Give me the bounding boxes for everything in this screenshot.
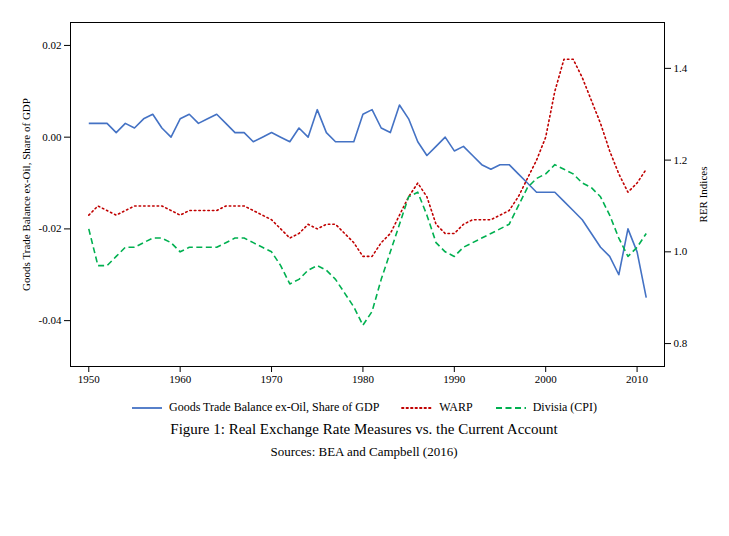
- svg-text:1990: 1990: [443, 373, 466, 385]
- svg-text:0.8: 0.8: [674, 337, 688, 349]
- svg-text:1.2: 1.2: [674, 154, 688, 166]
- html-text:Figure 1: Real Exchange Rate M: Figure 1: Real Exchange Rate Measures vs…: [170, 421, 558, 437]
- svg-text:1970: 1970: [261, 373, 284, 385]
- svg-text:-0.04: -0.04: [39, 314, 62, 326]
- svg-text:-0.02: -0.02: [39, 222, 62, 234]
- svg-text:0.02: 0.02: [42, 39, 61, 51]
- html-text:Goods Trade Balance ex-Oil, Sh: Goods Trade Balance ex-Oil, Share of GDP: [169, 400, 380, 414]
- svg-text:2000: 2000: [535, 373, 558, 385]
- svg-text:1.4: 1.4: [674, 62, 688, 74]
- svg-text:Goods Trade Balance ex-Oil, Sh: Goods Trade Balance ex-Oil, Share of GDP: [20, 98, 32, 291]
- html-text:WARP: WARP: [439, 400, 473, 414]
- svg-text:RER Indices: RER Indices: [697, 167, 709, 223]
- svg-text:1.0: 1.0: [674, 245, 688, 257]
- svg-text:1950: 1950: [78, 373, 101, 385]
- html-text:Divisia (CPI): Divisia (CPI): [532, 400, 597, 414]
- html-text:Sources: BEA and Campbell (201: Sources: BEA and Campbell (2016): [270, 444, 458, 459]
- svg-text:1960: 1960: [169, 373, 192, 385]
- svg-text:0.00: 0.00: [42, 131, 62, 143]
- svg-text:1980: 1980: [352, 373, 375, 385]
- svg-text:2010: 2010: [626, 373, 649, 385]
